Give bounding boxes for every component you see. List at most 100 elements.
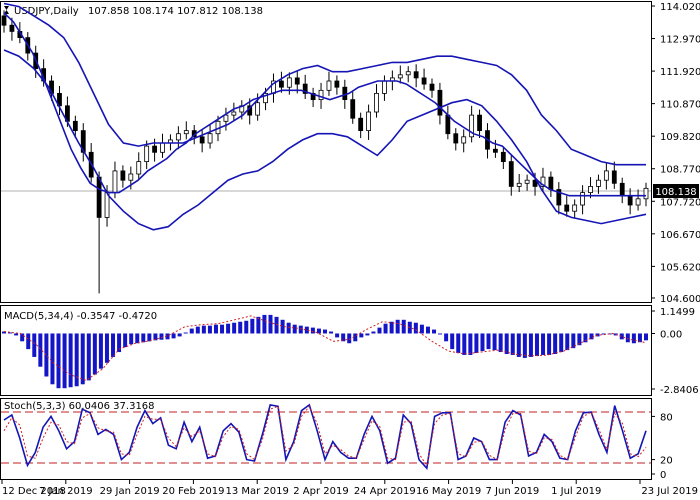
- macd-bar: [171, 333, 176, 339]
- macd-bar: [165, 333, 170, 340]
- candle-body: [516, 182, 522, 187]
- macd-bar: [486, 333, 491, 350]
- macd-bar: [232, 322, 237, 334]
- macd-bar: [183, 332, 188, 334]
- candle-body: [350, 99, 356, 119]
- macd-bar: [213, 324, 218, 334]
- candle-body: [619, 182, 625, 197]
- macd-bar: [26, 333, 31, 350]
- macd-bar: [516, 333, 521, 357]
- macd-bar: [425, 326, 430, 334]
- last-price-badge: 108.138: [653, 184, 699, 198]
- macd-bar: [359, 333, 364, 338]
- candle-body: [453, 133, 459, 144]
- date-tick-label: 7 Jun 2019: [486, 486, 540, 497]
- candle-body: [603, 170, 609, 181]
- macd-bar: [438, 333, 443, 335]
- macd-bar: [147, 333, 152, 342]
- price-tick-label: 112.970: [660, 35, 700, 46]
- candle-body: [508, 161, 514, 187]
- macd-bar: [565, 333, 570, 351]
- date-tick-label: 23 Jul 2019: [641, 486, 698, 497]
- stoch-tick-label: 0: [660, 470, 666, 481]
- candle-body: [611, 170, 617, 184]
- last-price-text: 108.138: [655, 187, 696, 198]
- candle-body: [175, 133, 181, 141]
- candle-body: [445, 114, 451, 135]
- macd-bar: [456, 333, 461, 354]
- macd-bar: [56, 333, 61, 389]
- candle-body: [72, 120, 78, 132]
- bollinger-bands: [3, 2, 647, 231]
- candle-body: [596, 179, 601, 187]
- macd-bar: [117, 333, 122, 353]
- macd-bar: [480, 333, 485, 352]
- macd-bar: [268, 314, 273, 334]
- macd-bar: [238, 321, 243, 334]
- macd-bar: [129, 333, 134, 345]
- macd-bar: [98, 333, 103, 369]
- candle-body: [318, 89, 324, 101]
- date-tick-label: 12 Dec 2018: [2, 486, 66, 497]
- date-tick-label: 16 May 2019: [416, 486, 481, 497]
- price-tick-label: 110.870: [660, 100, 700, 111]
- macd-bar: [365, 333, 370, 336]
- candle-body: [469, 114, 475, 138]
- macd-bar: [528, 333, 533, 357]
- macd-bar: [226, 323, 231, 334]
- candle-body: [207, 133, 213, 144]
- candle-body: [540, 176, 546, 187]
- macd-bar: [353, 333, 358, 342]
- date-tick-label: 7 Jan 2019: [39, 486, 93, 497]
- candle-body: [120, 170, 126, 181]
- candle-body: [302, 83, 308, 94]
- candle-body: [80, 130, 86, 153]
- macd-bar: [244, 320, 249, 334]
- candle-body: [413, 71, 419, 79]
- date-tick-label: 29 Jan 2019: [100, 486, 160, 497]
- macd-bar: [201, 325, 206, 334]
- macd-bar: [2, 331, 6, 334]
- candle-body: [326, 80, 332, 91]
- macd-bar: [44, 333, 49, 377]
- candle-body: [199, 136, 205, 144]
- macd-bar: [316, 328, 321, 334]
- macd-bar: [589, 333, 594, 340]
- stoch-k-line: [3, 403, 647, 470]
- macd-tick-label: 0.00: [660, 329, 682, 340]
- candle-body: [580, 192, 585, 206]
- macd-bar: [601, 333, 606, 335]
- macd-bar: [141, 333, 146, 343]
- macd-bar: [492, 333, 497, 351]
- macd-bar: [286, 322, 291, 334]
- macd-bar: [280, 319, 285, 334]
- price-tick-label: 108.770: [660, 165, 700, 176]
- price-tick-label: 114.020: [660, 2, 700, 13]
- macd-bar: [407, 321, 412, 334]
- macd-bar: [292, 324, 297, 334]
- macd-bar: [625, 333, 630, 343]
- candle-body: [144, 145, 150, 163]
- macd-bar: [510, 333, 515, 355]
- price-tick-label: 104.600: [660, 294, 700, 305]
- macd-bar: [104, 333, 109, 363]
- date-tick-label: 24 Apr 2019: [354, 486, 416, 497]
- macd-bar: [377, 327, 382, 334]
- macd-bar: [474, 333, 479, 354]
- macd-bar: [571, 333, 576, 349]
- macd-bar: [504, 333, 509, 355]
- stoch-title: Stoch(5,3,3) 60.0406 37.3168: [4, 401, 155, 412]
- macd-bar: [220, 324, 225, 334]
- macd-bar: [14, 333, 19, 336]
- macd-bar: [50, 333, 55, 385]
- macd-bar: [74, 333, 79, 387]
- price-title: USDJPY,Daily 107.858 108.174 107.812 108…: [4, 6, 263, 17]
- macd-bar: [86, 333, 91, 381]
- stoch-tick-label: 80: [660, 412, 673, 423]
- macd-bar: [522, 333, 527, 358]
- candle-body: [524, 179, 530, 184]
- stoch-tick-label: 20: [660, 456, 673, 467]
- macd-histogram: [2, 314, 648, 389]
- macd-bar: [559, 333, 564, 353]
